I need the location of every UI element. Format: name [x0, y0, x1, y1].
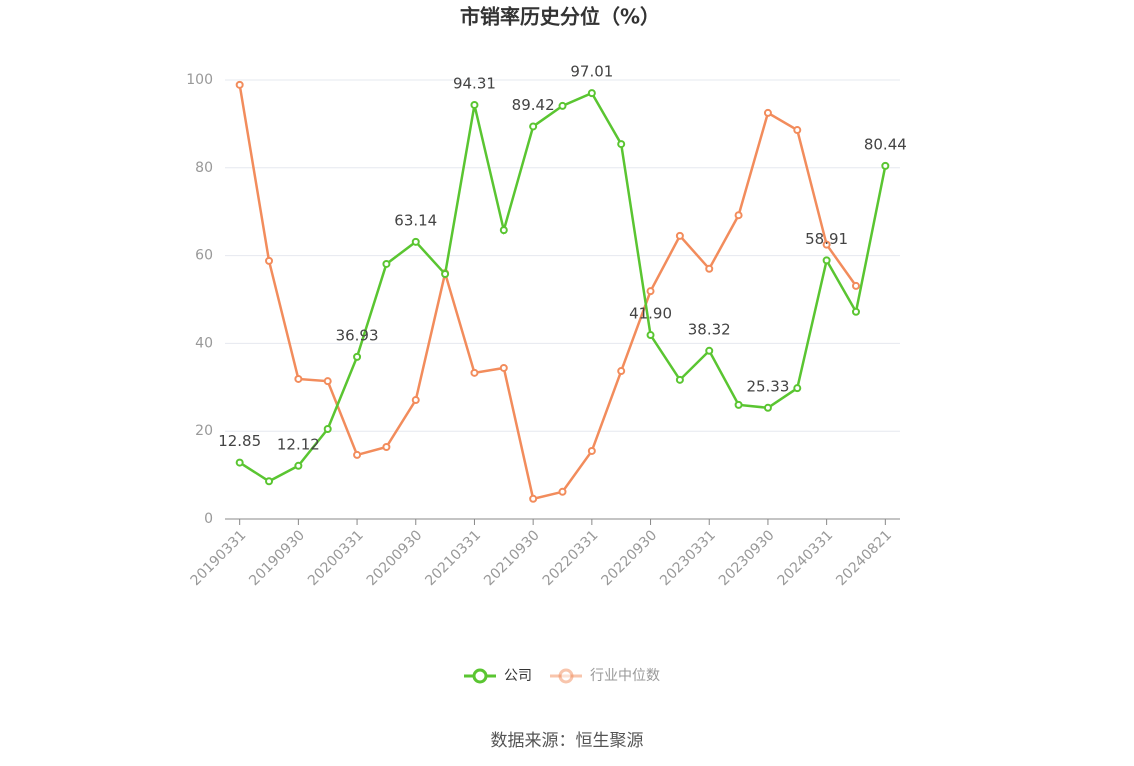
- data-point: [323, 377, 332, 386]
- data-point: [646, 331, 655, 340]
- data-label: 89.42: [512, 96, 555, 114]
- legend-marker: [558, 668, 574, 684]
- x-tick-label: 20190930: [246, 527, 308, 589]
- data-point: [763, 108, 772, 117]
- data-point: [411, 237, 420, 246]
- series-line: [239, 91, 887, 483]
- data-label: 25.33: [746, 377, 789, 395]
- x-tick-label: 20230930: [716, 527, 778, 589]
- data-point: [881, 161, 890, 170]
- data-label: 97.01: [570, 63, 613, 81]
- data-label: 12.12: [277, 435, 320, 453]
- data-point: [382, 259, 391, 268]
- y-tick-label: 60: [195, 248, 213, 264]
- legend-marker: [472, 668, 488, 684]
- data-label: 63.14: [394, 211, 437, 229]
- data-point: [675, 231, 684, 240]
- data-point: [323, 425, 332, 434]
- x-tick-label: 20220930: [598, 527, 660, 589]
- data-point: [411, 396, 420, 405]
- data-point: [734, 400, 743, 409]
- data-point: [793, 384, 802, 393]
- data-point: [763, 403, 772, 412]
- y-tick-label: 40: [195, 335, 213, 351]
- data-point: [294, 461, 303, 470]
- data-point: [646, 287, 655, 296]
- y-tick-label: 100: [186, 72, 213, 88]
- x-tick-label: 20200930: [364, 527, 426, 589]
- data-label: 80.44: [864, 135, 907, 153]
- data-point: [265, 477, 274, 486]
- data-point: [353, 450, 362, 459]
- y-tick-label: 80: [195, 160, 213, 176]
- data-point: [235, 458, 244, 467]
- data-label: 94.31: [453, 74, 496, 92]
- data-point: [558, 487, 567, 496]
- data-point: [822, 240, 831, 249]
- legend: 公司 行业中位数: [464, 668, 660, 684]
- source-note: 数据来源：恒生聚源: [491, 731, 644, 751]
- data-point: [822, 256, 831, 265]
- data-point: [529, 494, 538, 503]
- x-tick-label: 20190331: [188, 527, 250, 589]
- data-label: 36.93: [336, 326, 379, 344]
- x-tick-label: 20220331: [540, 527, 602, 589]
- data-point: [617, 140, 626, 149]
- x-tick-label: 20240331: [775, 527, 837, 589]
- data-point: [529, 122, 538, 131]
- data-point: [470, 368, 479, 377]
- data-point: [235, 80, 244, 89]
- y-tick-label: 20: [195, 423, 213, 439]
- x-tick-label: 20210930: [481, 527, 543, 589]
- data-point: [558, 101, 567, 110]
- data-point: [294, 374, 303, 383]
- data-point: [734, 211, 743, 220]
- series-line: [238, 84, 857, 501]
- data-point: [499, 226, 508, 235]
- x-tick-label: 20240821: [833, 527, 895, 589]
- data-point: [851, 281, 860, 290]
- data-point: [265, 256, 274, 265]
- data-point: [382, 443, 391, 452]
- legend-label[interactable]: 行业中位数: [590, 668, 660, 684]
- data-point: [353, 352, 362, 361]
- x-tick-label: 20230331: [657, 527, 719, 589]
- data-point: [499, 363, 508, 372]
- x-tick-label: 20200331: [305, 527, 367, 589]
- y-tick-label: 0: [204, 511, 213, 527]
- data-label: 12.85: [218, 432, 261, 450]
- data-point: [587, 446, 596, 455]
- data-point: [617, 367, 626, 376]
- chart-title: 市销率历史分位（%）: [460, 5, 660, 29]
- data-point: [793, 126, 802, 135]
- data-point: [441, 270, 450, 279]
- data-label: 41.90: [629, 305, 672, 323]
- data-label: 58.91: [805, 230, 848, 248]
- data-point: [470, 100, 479, 109]
- data-point: [851, 307, 860, 316]
- data-point: [705, 264, 714, 273]
- data-label: 38.32: [688, 320, 731, 338]
- data-point: [705, 346, 714, 355]
- data-point: [675, 375, 684, 384]
- x-tick-label: 20210331: [422, 527, 484, 589]
- data-point: [587, 89, 596, 98]
- legend-label[interactable]: 公司: [504, 668, 532, 684]
